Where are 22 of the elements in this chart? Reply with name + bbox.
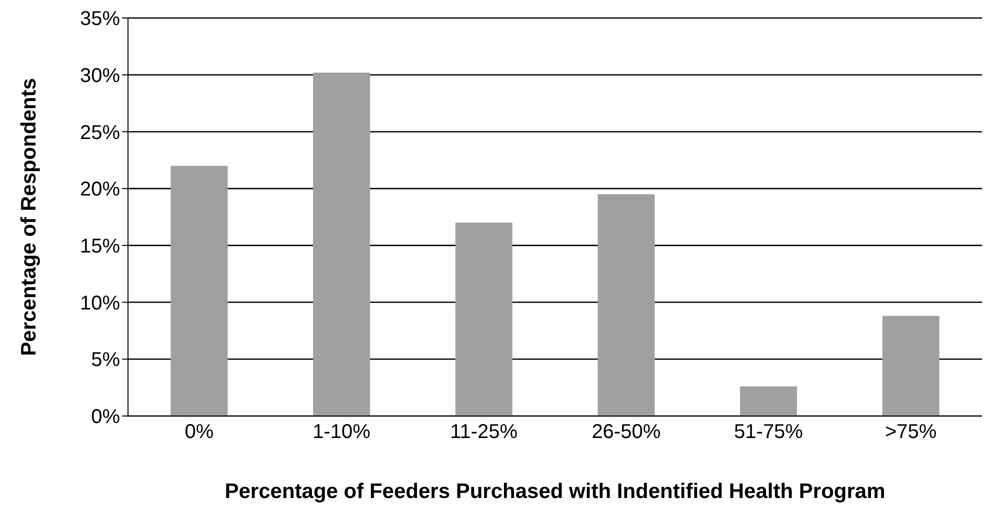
y-tick-label: 35% xyxy=(80,8,120,30)
y-tick-label: 5% xyxy=(91,349,120,372)
y-tick-label: 10% xyxy=(80,292,120,314)
y-tick-label: 0% xyxy=(91,406,120,428)
y-tick-label: 20% xyxy=(80,178,120,201)
y-axis-title: Percentage of Respondents xyxy=(17,78,40,356)
x-tick-label: >75% xyxy=(884,421,937,444)
y-tick-label: 15% xyxy=(80,236,120,258)
bar xyxy=(455,222,512,416)
y-tick-label: 30% xyxy=(80,64,120,87)
bar xyxy=(740,386,798,416)
x-axis-title: Percentage of Feeders Purchased with Indentified Health Program xyxy=(224,480,886,503)
bar xyxy=(313,72,370,416)
bar xyxy=(170,166,228,416)
x-tick-label: 51-75% xyxy=(734,421,804,444)
bar xyxy=(598,194,655,416)
x-tick-label: 1-10% xyxy=(312,421,371,444)
x-tick-label: 11-25% xyxy=(450,421,518,444)
x-tick-label: 26-50% xyxy=(592,421,661,444)
x-tick-label: 0% xyxy=(184,421,214,444)
y-tick-label: 25% xyxy=(80,122,120,144)
bar xyxy=(882,316,940,416)
